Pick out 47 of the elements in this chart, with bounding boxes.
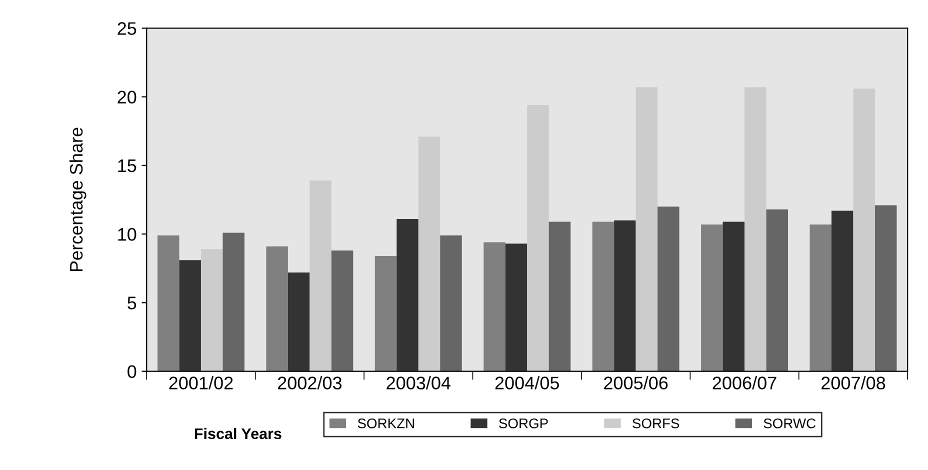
y-tick-label: 0: [128, 365, 136, 378]
bar: [440, 235, 462, 372]
bar: [766, 209, 788, 372]
bar: [484, 242, 506, 372]
bar: [374, 256, 397, 372]
bar: [179, 260, 201, 372]
x-tick-label: 2007/08: [822, 376, 886, 390]
bar: [874, 205, 897, 372]
bar: [744, 87, 766, 372]
legend-label: SORWC: [764, 418, 816, 428]
x-tick-label: 2005/06: [604, 376, 668, 390]
bar: [810, 224, 832, 372]
x-axis-title: Fiscal Years: [194, 428, 282, 440]
bar: [331, 250, 354, 372]
bar: [548, 222, 571, 372]
bar: [157, 235, 180, 372]
y-tick-label: 5: [128, 296, 136, 310]
bar: [614, 220, 636, 372]
y-tick-label: 15: [118, 160, 136, 172]
bar: [722, 222, 745, 372]
bar: [505, 244, 528, 372]
bar: [853, 88, 875, 372]
legend-label: SORFS: [632, 418, 680, 428]
x-tick-label: 2004/05: [495, 376, 559, 390]
bar: [418, 136, 440, 372]
y-tick-label: 20: [118, 90, 136, 104]
x-tick-label: 2001/02: [169, 376, 233, 390]
bar: [200, 249, 223, 372]
x-tick-label: 2006/07: [712, 376, 776, 390]
bar: [527, 105, 549, 372]
y-tick-label: 10: [118, 228, 136, 241]
bar: [701, 224, 723, 372]
y-axis-title: Percentage Share: [69, 128, 86, 272]
legend-label: SORGP: [499, 418, 548, 428]
legend-label: SORKZN: [358, 418, 414, 428]
x-tick-label: 2003/04: [386, 376, 451, 390]
bar: [266, 246, 288, 372]
y-tick-label: 25: [118, 22, 136, 35]
bar: [310, 180, 332, 372]
bar: [658, 206, 680, 372]
bar: [222, 232, 244, 372]
bar: [288, 272, 310, 372]
x-tick-label: 2002/03: [278, 376, 342, 390]
bar: [636, 87, 658, 372]
bar: [396, 218, 418, 372]
bar: [831, 210, 854, 372]
bar: [592, 222, 614, 372]
